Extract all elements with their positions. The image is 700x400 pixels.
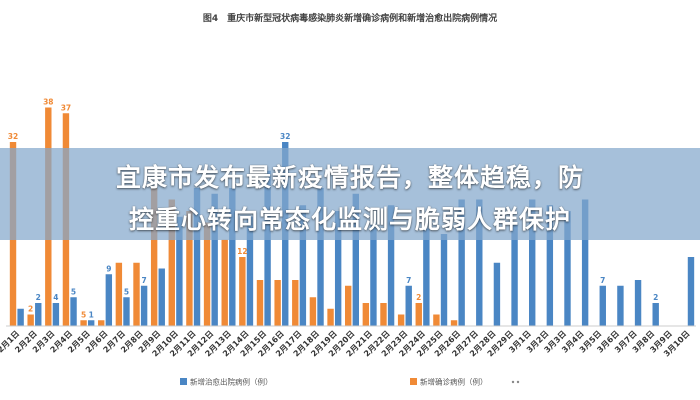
bar-discharged-29: [511, 222, 518, 326]
bar-new-cases-20: [345, 285, 352, 326]
bar-new-cases-15: [256, 280, 264, 326]
bar-new-cases-23: [397, 314, 405, 326]
bar-discharged-27: [476, 199, 483, 326]
bar-discharged-28: [493, 262, 501, 326]
bar-discharged-36: [634, 280, 642, 326]
bar-discharged-15: [264, 170, 271, 326]
data-label-discharged-6: 9: [106, 264, 111, 273]
bar-new-cases-12: [203, 222, 211, 326]
bar-discharged-35: [617, 285, 624, 326]
bar-new-cases-18: [309, 297, 317, 326]
bar-new-cases-7: [115, 262, 123, 326]
bar-discharged-34: [599, 285, 606, 326]
bar-discharged-24: [423, 228, 430, 326]
bar-new-cases-8: [133, 262, 140, 326]
bar-discharged-2: [35, 303, 42, 326]
data-label-new-cases-5: 5: [81, 310, 86, 319]
bar-new-cases-10: [168, 199, 175, 326]
data-label-new-cases-3: 38: [43, 98, 53, 107]
legend-more-dots: [511, 380, 515, 384]
bar-new-cases-14: [239, 257, 246, 326]
bar-discharged-8: [140, 285, 148, 326]
legend-label-new-cases: 新增确诊病例（例）: [420, 377, 488, 387]
bar-discharged-6: [105, 274, 113, 326]
bar-discharged-10: [176, 216, 183, 326]
bar-discharged-33: [581, 199, 589, 326]
bar-discharged-7: [123, 297, 130, 326]
bar-discharged-37: [652, 303, 659, 326]
bar-new-cases-5: [80, 320, 87, 326]
headline-line-1: 宜康市发布最新疫情报告，整体趋稳，防: [115, 163, 584, 192]
data-label-new-cases-14: 12: [237, 247, 247, 256]
bar-discharged-12: [211, 193, 218, 326]
data-label-discharged-8: 7: [142, 276, 147, 285]
bar-discharged-22: [387, 205, 395, 326]
bar-new-cases-16: [274, 280, 281, 326]
legend-swatch-discharged: [180, 378, 187, 385]
bar-new-cases-9: [150, 188, 158, 326]
legend: 新增治愈出院病例（例） 新增确诊病例（例）: [180, 377, 520, 387]
bar-discharged-14: [246, 216, 254, 326]
bar-new-cases-21: [362, 303, 370, 326]
data-label-discharged-34: 7: [600, 276, 605, 285]
bar-discharged-5: [87, 320, 95, 326]
bar-discharged-32: [564, 211, 571, 326]
bar-new-cases-26: [450, 320, 458, 326]
data-label-discharged-5: 1: [89, 310, 94, 319]
bar-discharged-26: [458, 199, 465, 326]
data-label-discharged-7: 5: [124, 287, 129, 296]
bar-new-cases-24: [415, 303, 422, 326]
bar-discharged-1: [17, 308, 24, 326]
bar-discharged-11: [193, 188, 201, 326]
bar-new-cases-13: [221, 239, 228, 326]
legend-more-dots: [516, 380, 520, 384]
bar-new-cases-6: [98, 320, 105, 326]
data-label-discharged-3: 4: [53, 293, 58, 302]
bar-new-cases-25: [433, 314, 440, 326]
data-label-discharged-2: 2: [36, 293, 41, 302]
data-label-new-cases-1: 32: [8, 132, 18, 141]
data-label-discharged-16: 32: [280, 132, 290, 141]
bars-group: [9, 107, 695, 326]
data-label-discharged-4: 5: [71, 287, 76, 296]
bar-discharged-19: [334, 211, 342, 326]
bar-new-cases-22: [380, 303, 387, 326]
bar-discharged-25: [440, 234, 448, 326]
x-tick-labels-group: 2月1日2月2日2月3日2月4日2月5日2月6日2月7日2月8日2月9日2月10…: [0, 329, 692, 358]
bar-discharged-30: [529, 199, 536, 326]
legend-label-discharged: 新增治愈出院病例（例）: [190, 377, 273, 387]
bar-new-cases-2: [27, 314, 34, 326]
data-label-new-cases-4: 37: [61, 103, 71, 112]
legend-swatch-new-cases: [410, 378, 417, 385]
bar-discharged-39: [687, 257, 695, 326]
data-label-discharged-37: 2: [653, 293, 658, 302]
bar-discharged-31: [546, 205, 554, 326]
bar-discharged-21: [370, 222, 377, 326]
bar-discharged-17: [299, 205, 307, 326]
headline-banner: [0, 148, 700, 240]
bar-discharged-3: [52, 303, 60, 326]
bar-discharged-23: [405, 285, 412, 326]
bar-new-cases-19: [327, 308, 334, 326]
data-label-new-cases-2: 2: [28, 305, 33, 314]
bar-new-cases-17: [292, 280, 299, 326]
bar-discharged-18: [317, 188, 324, 326]
bar-discharged-20: [352, 193, 359, 326]
bar-discharged-13: [229, 188, 236, 326]
bar-discharged-4: [70, 297, 77, 326]
data-label-discharged-23: 7: [406, 276, 411, 285]
headline-line-2: 控重心转向常态化监测与脆弱人群保护: [128, 205, 571, 234]
bar-new-cases-11: [186, 211, 193, 326]
bar-discharged-9: [158, 268, 165, 326]
data-label-new-cases-24: 2: [416, 293, 421, 302]
chart-title: 图4 重庆市新型冠状病毒感染肺炎新增确诊病例和新增治愈出院病例情况: [203, 12, 497, 24]
